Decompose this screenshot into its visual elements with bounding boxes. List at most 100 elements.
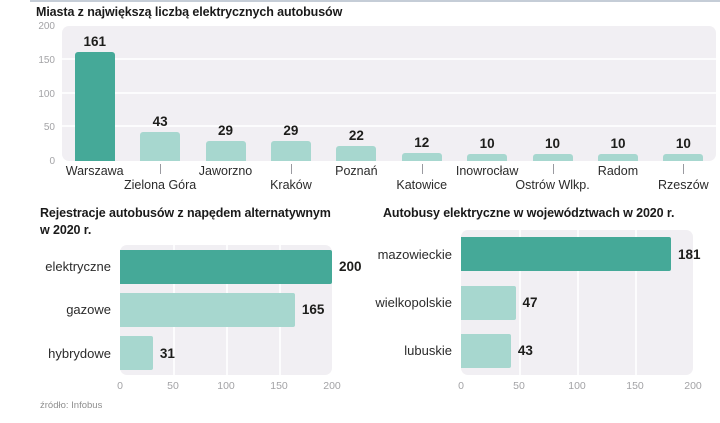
value-label-elektryczne: 200 <box>339 259 362 275</box>
gridline-h-100 <box>62 91 716 94</box>
value-label-rzeszow: 10 <box>675 136 691 152</box>
x-tick-label-50: 50 <box>513 380 525 392</box>
x-label-slot-radom: Radom <box>585 161 650 199</box>
category-label-mazowieckie: mazowieckie <box>377 246 452 262</box>
bar-zielona-gora <box>140 131 181 161</box>
x-tick-label-0: 0 <box>458 380 464 392</box>
gridline-h-50 <box>62 125 716 128</box>
cities-x-labels: Warszawa Zielona Góra Jaworzno Kraków Poznań… <box>62 161 716 199</box>
bar-gazowe <box>120 293 295 327</box>
bar-slot-krakow: 29 <box>258 26 323 161</box>
voivodeships-x-axis: 0 50 100 150 200 <box>458 378 717 394</box>
x-tick-label-150: 150 <box>626 380 644 392</box>
value-label-hybrydowe: 31 <box>159 345 175 361</box>
category-label-wielkopolskie: wielkopolskie <box>375 294 452 310</box>
gridline-v-50 <box>519 230 521 375</box>
x-tick-label-200: 200 <box>684 380 702 392</box>
gridline-v-150 <box>635 230 637 375</box>
chart-registrations-title-line1: Rejestracje autobusów z napędem alternat… <box>40 206 331 220</box>
y-tick-label-100: 100 <box>38 88 55 100</box>
bar-ostrow-wlkp <box>532 154 573 161</box>
bar-slot-rzeszow: 10 <box>651 26 716 161</box>
bar-slot-poznan: 22 <box>324 26 389 161</box>
bar-warszawa <box>74 52 115 161</box>
bar-katowice <box>401 152 442 161</box>
chart-voivodeships: Autobusy elektryczne w województwach w 2… <box>375 205 717 394</box>
category-label-elektryczne: elektryczne <box>45 259 111 275</box>
bar-poznan <box>336 146 377 161</box>
bar-mazowieckie <box>461 237 671 272</box>
voivodeships-plot: 181 47 43 <box>461 230 700 375</box>
x-label-slot-zielona-gora: Zielona Góra <box>124 161 196 199</box>
category-label-rzeszow: Rzeszów <box>658 178 709 192</box>
x-label-slot-katowice: Katowice <box>389 161 454 199</box>
value-label-mazowieckie: 181 <box>677 246 701 262</box>
bar-slot-zielona-gora: 43 <box>127 26 192 161</box>
category-label-warszawa: Warszawa <box>65 164 124 178</box>
chart-registrations-title: Rejestracje autobusów z napędem alternat… <box>40 205 340 239</box>
value-label-inowroc-aw: 10 <box>479 136 495 152</box>
chart-voivodeships-body: mazowieckie wielkopolskie lubuskie 181 47 43 <box>375 230 717 375</box>
value-label-zielona-gora: 43 <box>152 113 168 129</box>
bars-row: 161 43 29 29 22 12 10 10 10 10 <box>62 26 716 161</box>
category-label-lubuskie: lubuskie <box>404 343 452 359</box>
category-label-katowice: Katowice <box>396 178 448 192</box>
category-label-poznan: Poznań <box>335 164 378 178</box>
registrations-plot: 200 165 31 <box>120 245 362 375</box>
chart-registrations: Rejestracje autobusów z napędem alternat… <box>40 205 362 394</box>
category-label-ostrow-wlkp: Ostrów Wlkp. <box>515 178 590 192</box>
bar-slot-radom: 10 <box>585 26 650 161</box>
value-label-ostrow-wlkp: 10 <box>545 136 561 152</box>
x-label-slot-ostrow-wlkp: Ostrów Wlkp. <box>515 161 590 199</box>
label-tick-krakow <box>290 164 292 174</box>
category-label-zielona-gora: Zielona Góra <box>123 178 197 192</box>
value-label-lubuskie: 43 <box>517 343 533 359</box>
category-label-krakow: Kraków <box>270 178 312 192</box>
registrations-labels: elektryczne gazowe hybrydowe <box>40 245 120 375</box>
x-tick-label-0: 0 <box>117 380 123 392</box>
bar-hybrydowe <box>120 336 153 371</box>
value-label-gazowe: 165 <box>301 302 325 318</box>
label-tick-zielona-gora <box>160 164 162 174</box>
value-label-radom: 10 <box>610 136 626 152</box>
value-label-katowice: 12 <box>414 134 430 150</box>
x-label-slot-jaworzno: Jaworzno <box>193 161 258 199</box>
value-label-wielkopolskie: 47 <box>522 294 538 310</box>
bar-slot-jaworzno: 29 <box>193 26 258 161</box>
label-tick-rzeszow <box>683 164 685 174</box>
x-label-slot-krakow: Kraków <box>258 161 323 199</box>
bar-jaworzno <box>205 141 246 161</box>
label-tick-ostrow-wlkp <box>552 164 554 174</box>
y-tick-label-150: 150 <box>38 54 55 66</box>
category-label-gazowe: gazowe <box>66 302 111 318</box>
voivodeships-labels: mazowieckie wielkopolskie lubuskie <box>375 230 461 375</box>
cities-y-axis: 0 50 100 150 200 <box>36 21 62 167</box>
x-tick-label-150: 150 <box>270 380 288 392</box>
x-label-slot-inowroc-aw: Inowrocław <box>454 161 519 199</box>
gridline-h-150 <box>62 57 716 60</box>
bar-rzeszow <box>663 154 704 161</box>
chart-cities-title: Miasta z największą liczbą elektrycznych… <box>36 5 343 19</box>
y-tick-label-0: 0 <box>49 156 55 167</box>
bar-slot-inowroc-aw: 10 <box>454 26 519 161</box>
chart-voivodeships-title: Autobusy elektryczne w województwach w 2… <box>383 206 675 220</box>
x-tick-label-100: 100 <box>568 380 586 392</box>
source-note: źródło: Infobus <box>40 400 103 411</box>
gridline-v-100 <box>577 230 579 375</box>
x-label-slot-rzeszow: Rzeszów <box>651 161 716 199</box>
bar-slot-katowice: 12 <box>389 26 454 161</box>
bar-lubuskie <box>461 333 511 368</box>
top-border-line <box>30 0 720 2</box>
x-label-slot-poznan: Poznań <box>324 161 389 199</box>
bar-inowroc-aw <box>467 154 508 161</box>
x-label-slot-warszawa: Warszawa <box>62 161 127 199</box>
chart-cities-body: 0 50 100 150 200 161 43 29 29 22 12 10 10 10 10 <box>36 21 716 167</box>
registrations-x-axis: 0 50 100 150 200 <box>117 378 341 394</box>
value-label-poznan: 22 <box>348 128 364 144</box>
category-label-hybrydowe: hybrydowe <box>48 345 111 361</box>
chart-cities: Miasta z największą liczbą elektrycznych… <box>36 4 716 199</box>
y-tick-label-50: 50 <box>43 122 55 134</box>
category-label-jaworzno: Jaworzno <box>198 164 253 178</box>
cities-plot: 161 43 29 29 22 12 10 10 10 10 <box>62 26 716 161</box>
